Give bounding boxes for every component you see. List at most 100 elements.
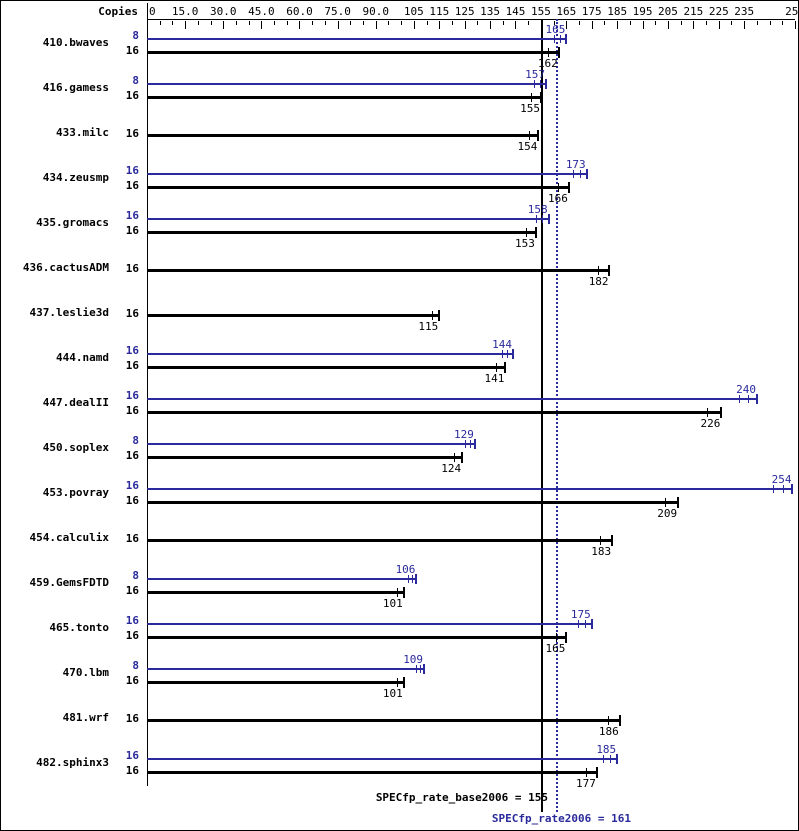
bar-peak: [147, 758, 618, 760]
bar-base-run-tick: [664, 498, 666, 507]
bar-base-cap: [557, 47, 560, 58]
x-axis-tick: [414, 21, 415, 29]
bar-base-cap: [608, 265, 611, 276]
bar-peak-value: 165: [545, 23, 566, 36]
bar-base-cap: [539, 92, 542, 103]
bar-base-value: 141: [484, 372, 505, 385]
bar-base-run-tick: [454, 453, 456, 462]
x-axis-tick: [655, 21, 656, 25]
x-axis-tick-label: 255: [785, 5, 799, 18]
x-axis-tick: [287, 21, 288, 25]
x-axis-tick: [236, 21, 237, 25]
x-axis-tick: [439, 21, 440, 29]
bar-base: [147, 51, 559, 54]
benchmark-name: 482.sphinx3: [36, 755, 109, 769]
bar-base-value: 155: [520, 102, 540, 115]
bar-peak-cap: [422, 664, 425, 674]
x-axis-tick-label: 155: [530, 5, 551, 18]
bar-peak-run-tick: [773, 485, 775, 493]
bar-peak-cap: [565, 34, 568, 44]
bar-base-run-tick: [706, 408, 708, 417]
x-axis-tick: [325, 21, 326, 25]
x-axis-tick: [554, 21, 555, 25]
bar-base: [147, 636, 567, 639]
bar-peak: [147, 173, 587, 175]
x-axis-tick-label: 135: [480, 5, 501, 18]
copies-base: 16: [125, 532, 139, 545]
bar-base-cap: [565, 632, 568, 643]
benchmark-name: 436.cactusADM: [22, 260, 109, 274]
bar-peak-value: 254: [771, 473, 792, 486]
benchmark-name: 447.dealII: [42, 395, 109, 409]
x-axis-tick: [198, 21, 199, 25]
x-axis-tick-label: 145: [505, 5, 526, 18]
bar-base-cap: [438, 310, 441, 321]
copies-base: 16: [125, 494, 139, 507]
bar-peak-cap: [585, 169, 588, 179]
bar-base-value: 209: [657, 507, 678, 520]
bar-peak-cap: [590, 619, 593, 629]
bar-peak-cap: [755, 394, 758, 404]
x-axis-tick: [643, 21, 644, 29]
bar-base-cap: [537, 130, 540, 141]
benchmark-name: 459.GemsFDTD: [29, 575, 109, 589]
bar-base-run-tick: [397, 678, 399, 687]
benchmark-name: 410.bwaves: [42, 35, 109, 49]
x-axis-tick: [401, 21, 402, 25]
bar-base-value: 165: [545, 642, 566, 655]
x-axis-tick: [592, 21, 593, 29]
bar-base: [147, 231, 536, 234]
copies-base: 16: [125, 584, 139, 597]
bar-peak-run-tick: [560, 35, 561, 43]
x-axis-tick: [338, 21, 339, 29]
copies-base: 16: [125, 674, 139, 687]
bar-peak-value: 106: [395, 563, 416, 576]
bar-peak-cap: [415, 574, 418, 584]
bar-base-value: 182: [588, 275, 609, 288]
x-axis-tick: [160, 21, 161, 25]
x-axis-tick-label: 75.0: [324, 5, 351, 18]
copies-peak: 16: [125, 614, 139, 627]
copies-base: 16: [125, 764, 139, 777]
bar-base-run-tick: [585, 768, 587, 777]
x-axis-tick-label: 175: [581, 5, 602, 18]
x-axis-tick: [376, 21, 377, 29]
bar-base: [147, 681, 404, 684]
bar-peak-run-tick: [536, 215, 538, 223]
x-axis-tick: [185, 21, 186, 29]
bar-peak: [147, 398, 757, 400]
bar-base-cap: [618, 715, 621, 726]
bar-base-value: 154: [517, 140, 538, 153]
bar-base: [147, 186, 569, 189]
benchmark-name: 465.tonto: [49, 620, 109, 634]
bar-peak-cap: [547, 214, 550, 224]
y-axis-rule: [147, 3, 148, 786]
x-axis-tick: [299, 21, 300, 29]
bar-base-value: 166: [548, 192, 568, 205]
bar-peak: [147, 353, 513, 355]
x-axis-tick-label: 205: [658, 5, 678, 18]
bar-peak-cap: [473, 439, 476, 449]
copies-peak: 8: [132, 29, 139, 42]
x-axis-tick: [261, 21, 262, 29]
bar-peak: [147, 38, 567, 40]
x-axis-tick: [515, 21, 516, 29]
bar-peak-value: 129: [454, 428, 474, 441]
bar-base: [147, 96, 541, 99]
x-axis-tick: [757, 21, 758, 25]
bar-base-run-tick: [555, 633, 557, 642]
bar-base-run-tick: [431, 311, 433, 320]
bar-base-run-tick: [496, 363, 498, 372]
x-axis-tick-label: 60.0: [286, 5, 313, 18]
x-axis-tick-label: 165: [556, 5, 577, 18]
x-axis-tick: [388, 21, 389, 25]
bar-base-run-tick: [528, 131, 530, 140]
bar-base-cap: [567, 182, 570, 193]
bar-base-value: 153: [515, 237, 535, 250]
copies-base: 16: [125, 307, 139, 320]
x-axis-tick-label: 30.0: [210, 5, 237, 18]
bar-peak: [147, 443, 475, 445]
benchmark-name: 453.povray: [42, 485, 109, 499]
copies-peak: 8: [132, 659, 139, 672]
